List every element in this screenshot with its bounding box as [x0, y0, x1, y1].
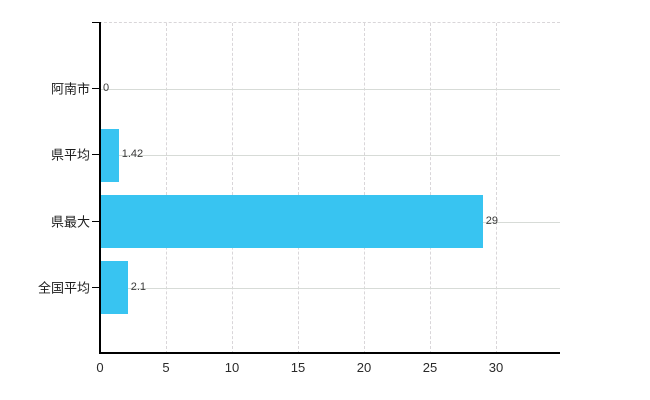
x-tick-label-0: 0: [96, 360, 104, 375]
category-label-2: 県最大: [50, 214, 90, 230]
x-tick-label-5: 25: [422, 360, 438, 375]
category-label-3: 全国平均: [37, 280, 90, 296]
category-label-0: 阿南市: [50, 81, 90, 97]
x-tick-label-4: 20: [356, 360, 372, 375]
horizontal-gridline: [99, 155, 560, 157]
bar-2: [100, 195, 483, 249]
x-axis-line: [99, 352, 560, 354]
vertical-gridline: [495, 23, 497, 354]
x-tick-label-1: 5: [162, 360, 170, 375]
x-tick-label-2: 10: [224, 360, 240, 375]
category-label-1: 県平均: [50, 147, 90, 163]
value-label-0: 0: [103, 82, 110, 95]
horizontal-gridline: [99, 287, 560, 289]
y-axis-tick: [92, 22, 99, 23]
y-axis-tick: [92, 286, 99, 288]
vertical-gridline: [297, 23, 299, 354]
horizontal-gridline: [99, 89, 560, 91]
y-axis-line: [99, 22, 101, 353]
vertical-gridline: [363, 23, 365, 354]
bar-1: [100, 128, 119, 182]
vertical-gridline: [429, 23, 431, 354]
vertical-gridline: [165, 23, 167, 354]
x-tick-label-6: 30: [488, 360, 504, 375]
y-axis-tick: [92, 88, 99, 90]
bar-3: [100, 261, 128, 315]
value-label-3: 2.1: [130, 280, 147, 293]
value-label-1: 1.42: [121, 148, 144, 161]
y-axis-tick: [92, 154, 99, 156]
value-label-2: 29: [485, 214, 499, 227]
vertical-gridline: [231, 23, 233, 354]
y-axis-tick: [92, 220, 99, 222]
plot-area: [99, 22, 560, 354]
x-tick-label-3: 15: [290, 360, 306, 375]
